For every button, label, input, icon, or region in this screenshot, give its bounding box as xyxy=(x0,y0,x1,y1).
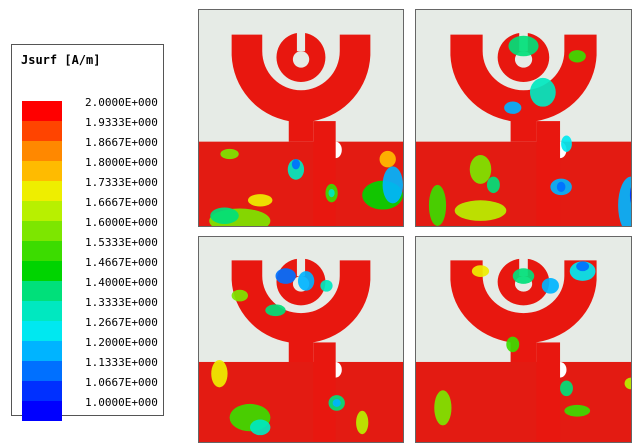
legend-tick-label: 1.1333E+000 xyxy=(85,356,158,369)
legend-title: Jsurf [A/m] xyxy=(21,53,101,67)
field-plot-canvas xyxy=(199,237,403,442)
field-plot-bottom-right xyxy=(415,236,632,443)
legend-swatch xyxy=(22,221,62,241)
legend-tick-label: 1.0667E+000 xyxy=(85,376,158,389)
legend-tick-label: 1.3333E+000 xyxy=(85,296,158,309)
field-hotspot xyxy=(541,278,559,294)
field-hotspot xyxy=(506,336,520,353)
field-hotspot xyxy=(629,187,631,204)
field-hotspot xyxy=(560,380,573,397)
field-hotspot xyxy=(561,135,572,152)
field-hotspot xyxy=(486,176,500,194)
legend-tick-label: 1.0000E+000 xyxy=(85,396,158,409)
field-plot-canvas xyxy=(199,10,403,226)
field-hotspot xyxy=(328,188,335,198)
legend-swatch xyxy=(22,141,62,161)
legend-tick-label: 1.8000E+000 xyxy=(85,156,158,169)
feed-line xyxy=(536,121,561,226)
field-hotspot xyxy=(508,35,539,57)
legend-swatch xyxy=(22,101,62,121)
legend-swatch xyxy=(22,381,62,401)
legend-swatch xyxy=(22,281,62,301)
legend-tick-label: 1.8667E+000 xyxy=(85,136,158,149)
legend-tick-label: 1.2667E+000 xyxy=(85,316,158,329)
field-plot-top-right xyxy=(415,9,632,227)
legend-swatch xyxy=(22,261,62,281)
field-hotspot xyxy=(529,77,556,107)
legend-swatch xyxy=(22,301,62,321)
legend-swatch xyxy=(22,121,62,141)
field-hotspot xyxy=(250,419,271,436)
antenna-patch xyxy=(231,32,371,142)
field-hotspot xyxy=(211,360,228,388)
legend-swatch xyxy=(22,201,62,221)
field-hotspot xyxy=(379,150,396,168)
legend-swatch xyxy=(22,181,62,201)
ground-plane xyxy=(416,141,631,226)
field-plot-top-left xyxy=(198,9,404,227)
field-hotspot xyxy=(576,261,590,272)
legend-swatch xyxy=(22,361,62,381)
field-hotspot xyxy=(320,279,333,292)
color-legend: Jsurf [A/m] 2.0000E+000 1.9333E+000 1.8667… xyxy=(11,44,164,421)
field-plot-canvas xyxy=(416,10,631,226)
field-hotspot xyxy=(275,268,296,284)
field-hotspot xyxy=(618,176,631,226)
field-hotspot xyxy=(265,304,286,317)
field-hotspot xyxy=(247,194,273,207)
legend-tick-label: 1.9333E+000 xyxy=(85,116,158,129)
field-hotspot xyxy=(356,410,369,435)
field-hotspot xyxy=(454,200,507,221)
ground-plane xyxy=(416,361,631,442)
field-hotspot xyxy=(556,181,566,193)
legend-tick-label: 1.7333E+000 xyxy=(85,176,158,189)
field-hotspot xyxy=(220,148,239,160)
field-hotspot xyxy=(564,404,591,417)
field-hotspot xyxy=(512,268,535,284)
field-hotspot xyxy=(471,265,490,278)
field-hotspot xyxy=(504,101,522,114)
feed-line xyxy=(536,342,561,442)
field-hotspot xyxy=(231,289,248,302)
field-hotspot xyxy=(434,390,452,426)
feed-line xyxy=(313,121,336,226)
field-plot-bottom-left xyxy=(198,236,404,443)
legend-tick-label: 1.2000E+000 xyxy=(85,336,158,349)
legend-tick-label: 2.0000E+000 xyxy=(85,96,158,109)
field-hotspot xyxy=(210,207,239,224)
legend-tick-label: 1.4000E+000 xyxy=(85,276,158,289)
legend-swatch xyxy=(22,241,62,261)
field-hotspot xyxy=(382,166,403,204)
field-hotspot xyxy=(568,50,586,63)
field-hotspot xyxy=(332,399,341,407)
field-hotspot xyxy=(291,159,300,170)
field-hotspot xyxy=(428,184,447,226)
field-plot-canvas xyxy=(416,237,631,442)
field-hotspot xyxy=(469,155,492,184)
legend-swatch xyxy=(22,341,62,361)
legend-tick-label: 1.6667E+000 xyxy=(85,196,158,209)
legend-swatch xyxy=(22,321,62,341)
feed-line xyxy=(313,342,336,442)
legend-swatch xyxy=(22,401,62,421)
ground-plane xyxy=(199,361,403,442)
legend-tick-label: 1.4667E+000 xyxy=(85,256,158,269)
legend-tick-label: 1.6000E+000 xyxy=(85,216,158,229)
field-hotspot xyxy=(624,377,631,390)
legend-tick-label: 1.5333E+000 xyxy=(85,236,158,249)
legend-swatch xyxy=(22,161,62,181)
field-hotspot xyxy=(297,271,315,291)
